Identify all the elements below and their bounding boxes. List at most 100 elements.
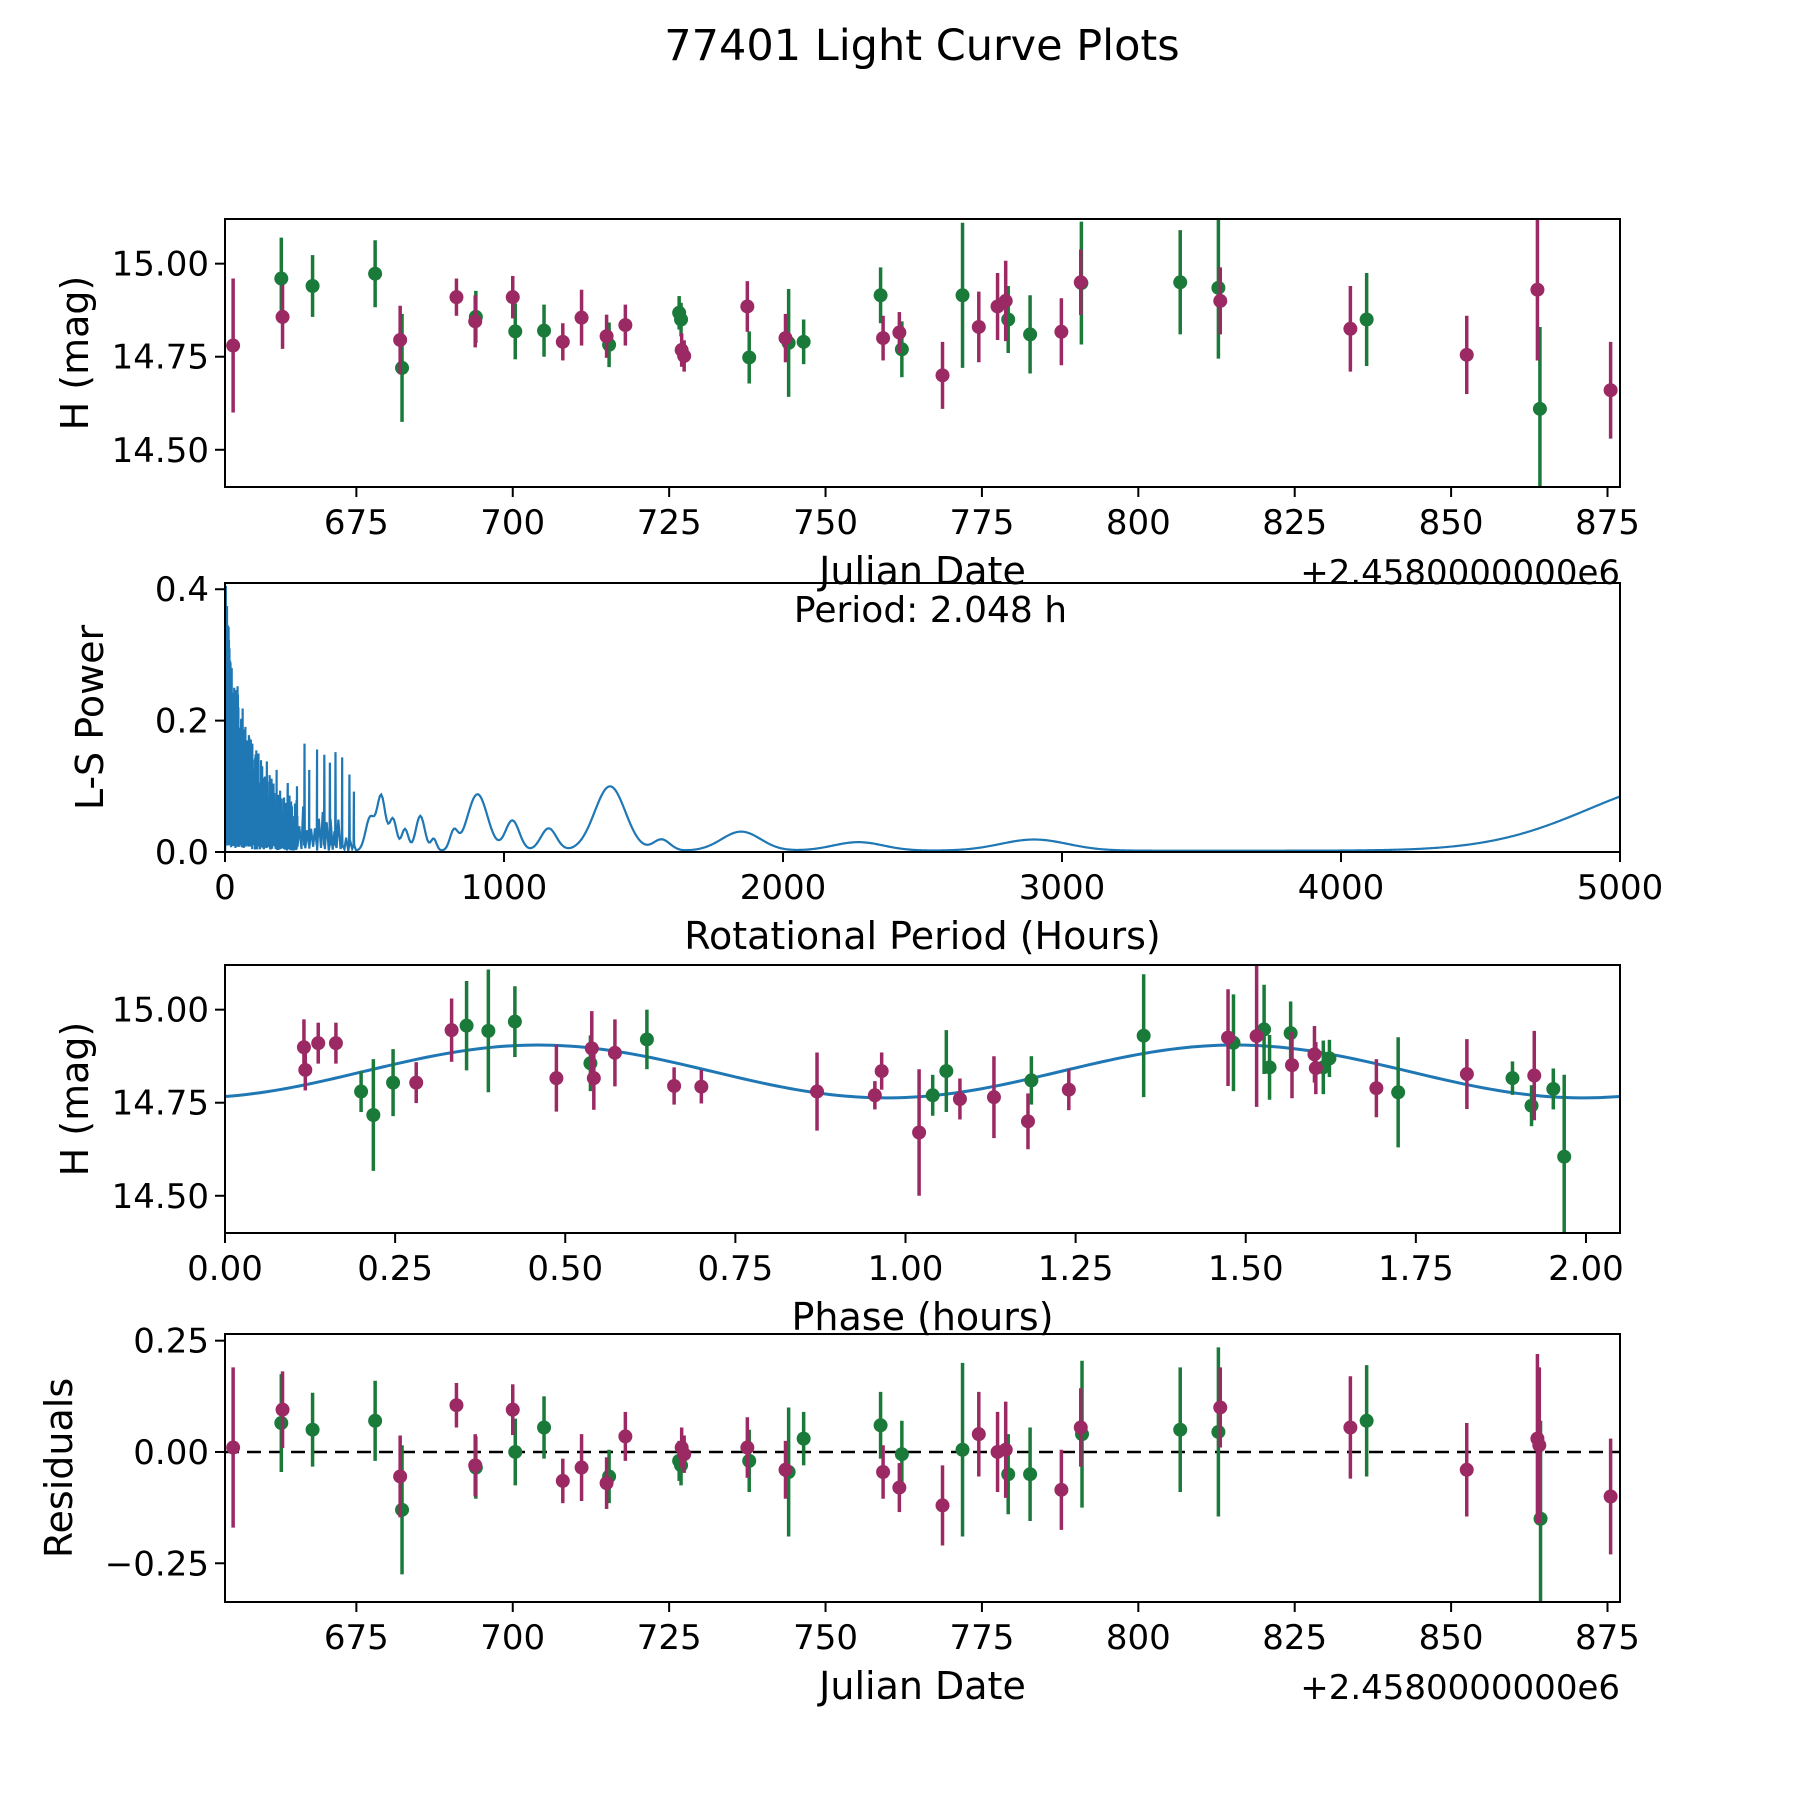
residuals-dataset-green	[274, 1347, 1548, 1602]
data-point	[468, 1458, 483, 1473]
y-tick-label: 14.75	[112, 338, 209, 378]
y-tick-label: 14.50	[112, 431, 209, 471]
data-point	[1369, 1081, 1384, 1096]
residuals-dataset-magenta	[226, 1354, 1618, 1555]
data-point	[1459, 1067, 1474, 1082]
lightcurve-spines	[224, 218, 1621, 488]
ls-power-line	[225, 585, 1620, 852]
x-tick-label: 4000	[1298, 868, 1385, 908]
x-tick-label: 0.50	[527, 1249, 603, 1289]
data-point	[1530, 282, 1545, 297]
data-point	[274, 271, 289, 286]
data-point	[328, 1036, 343, 1051]
data-point	[1061, 1082, 1076, 1097]
x-tick-label: 675	[324, 503, 389, 543]
data-point	[1024, 1073, 1039, 1088]
data-point	[555, 334, 570, 349]
data-point	[481, 1023, 496, 1038]
data-point	[810, 1084, 825, 1099]
x-tick-label: 725	[637, 503, 702, 543]
data-point	[892, 325, 907, 340]
data-point	[508, 1444, 523, 1459]
data-point	[1023, 1467, 1038, 1482]
data-point	[1343, 321, 1358, 336]
data-point	[1343, 1420, 1358, 1435]
data-point	[599, 329, 614, 344]
x-tick-label: 875	[1575, 503, 1640, 543]
data-point	[459, 1018, 474, 1033]
data-point	[742, 1453, 757, 1468]
periodogram-ylabel: L-S Power	[68, 624, 112, 810]
x-tick-label: 875	[1575, 1618, 1640, 1658]
x-tick-label: 2.00	[1548, 1249, 1624, 1289]
data-point	[1459, 347, 1474, 362]
periodogram-plot: 0 1000 2000 3000 4000 5000 0.0 0.2 0.4 Rotational…	[68, 570, 1663, 958]
phase-curve-plot: 0.00 0.25 0.50 0.75 1.00 1.25 1.50 1.75 2.00 15.0…	[53, 964, 1624, 1339]
x-tick-label: 850	[1419, 1618, 1484, 1658]
x-tick-label: 775	[949, 503, 1014, 543]
data-point	[368, 1413, 383, 1428]
data-point	[1211, 1424, 1226, 1439]
data-point	[305, 1422, 320, 1437]
y-tick-label: 0.2	[155, 702, 209, 742]
data-point	[1603, 1489, 1618, 1504]
periodogram-spines	[224, 582, 1621, 853]
data-point	[998, 293, 1013, 308]
data-point	[876, 1465, 891, 1480]
y-tick-label: 0.25	[133, 1322, 209, 1362]
data-point	[1322, 1051, 1337, 1066]
data-point	[1285, 1058, 1300, 1073]
data-point	[537, 1420, 552, 1435]
data-point	[275, 1402, 290, 1417]
lightcurve-x-offset-label: +2.4580000000e6	[1300, 553, 1620, 593]
data-point	[505, 290, 520, 305]
phase-curve-ylabel: H (mag)	[53, 1022, 97, 1177]
data-point	[1173, 1422, 1188, 1437]
data-point	[507, 1014, 522, 1029]
data-point	[574, 1460, 589, 1475]
data-point	[674, 312, 689, 327]
data-point	[1173, 275, 1188, 290]
data-point	[386, 1075, 401, 1090]
data-point	[892, 1480, 907, 1495]
data-point	[894, 342, 909, 357]
data-point	[935, 1498, 950, 1513]
data-point	[1136, 1028, 1151, 1043]
data-point	[1359, 312, 1374, 327]
residuals-plot-area	[225, 1347, 1620, 1602]
y-tick-label: 0.0	[155, 833, 209, 873]
x-tick-label: 1.00	[868, 1249, 944, 1289]
data-point	[1054, 1482, 1069, 1497]
data-point	[952, 1092, 967, 1106]
data-point	[1505, 1071, 1520, 1086]
data-point	[505, 1402, 520, 1417]
x-tick-label: 2000	[740, 868, 827, 908]
data-point	[586, 1071, 601, 1086]
data-point	[1211, 280, 1226, 295]
data-point	[354, 1084, 369, 1099]
x-tick-label: 675	[324, 1618, 389, 1658]
phase-curve-dataset-magenta	[296, 965, 1542, 1196]
x-tick-label: 0	[214, 868, 236, 908]
phase-curve-xlabel: Phase (hours)	[791, 1295, 1053, 1339]
data-point	[971, 1427, 986, 1442]
residuals-x-offset-label: +2.4580000000e6	[1300, 1668, 1620, 1708]
data-point	[796, 334, 811, 349]
data-point	[393, 1469, 408, 1484]
y-tick-label: 0.4	[155, 570, 209, 610]
x-tick-label: 825	[1262, 1618, 1327, 1658]
x-tick-label: 750	[793, 1618, 858, 1658]
x-tick-label: 1.50	[1208, 1249, 1284, 1289]
x-tick-label: 0.00	[187, 1249, 263, 1289]
data-point	[226, 1440, 241, 1455]
data-point	[393, 332, 408, 347]
data-point	[449, 1398, 464, 1413]
data-point	[226, 338, 241, 353]
data-point	[939, 1064, 954, 1079]
data-point	[677, 348, 692, 363]
data-point	[1023, 327, 1038, 342]
data-point	[971, 319, 986, 334]
x-tick-label: 700	[480, 503, 545, 543]
data-point	[1262, 1060, 1277, 1075]
